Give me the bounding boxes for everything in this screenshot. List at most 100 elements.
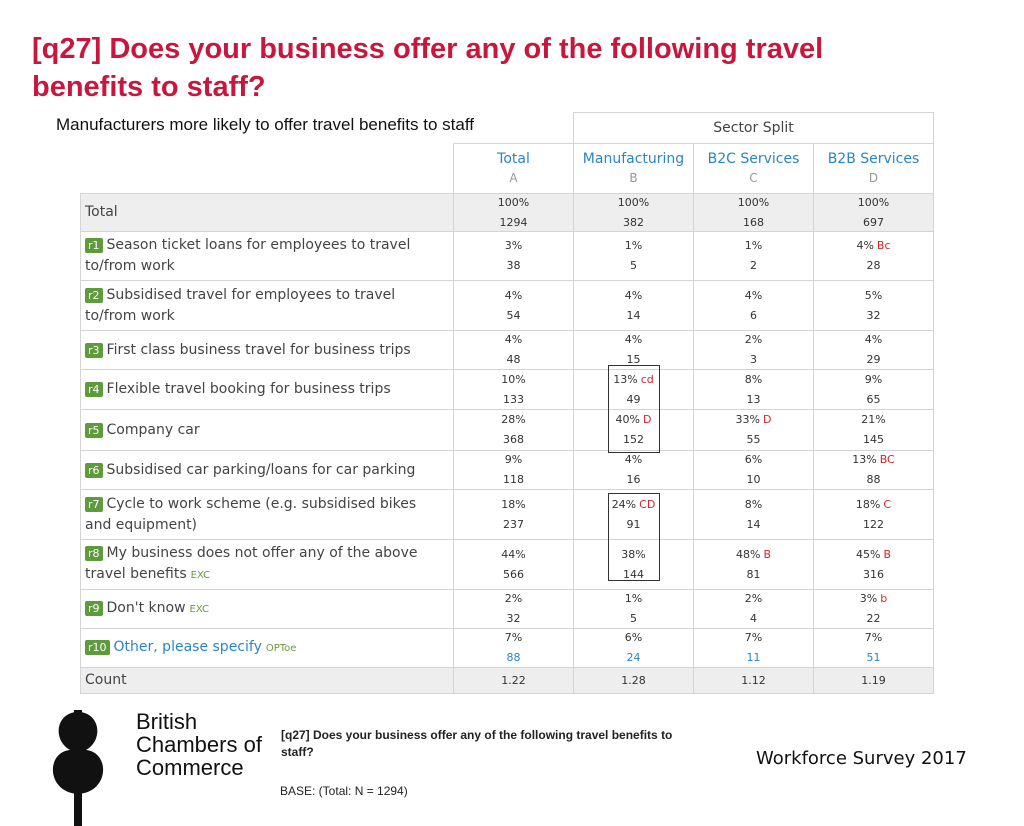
data-cell: 8% 13 (693, 369, 814, 410)
row-code: r4 (85, 382, 103, 397)
pct: 1% (624, 592, 643, 605)
data-cell: 18% C 122 (813, 489, 934, 540)
data-cell: 18% 237 (453, 489, 574, 540)
label: Total (85, 204, 118, 220)
count-cell: 1.22 (453, 667, 574, 694)
row-code: r3 (85, 342, 103, 358)
column-name: B2B Services (827, 150, 920, 167)
pct-line: 6% (745, 450, 762, 470)
data-cell: 100% 382 (573, 193, 694, 232)
column-header: Manufacturing B (573, 143, 694, 194)
pct: 5% (864, 288, 883, 302)
data-cell: 33% D 55 (693, 409, 814, 451)
pct-line: 44% (501, 545, 525, 565)
count: 2 (750, 259, 757, 272)
count: 316 (863, 567, 884, 581)
subtitle: Manufacturers more likely to offer trave… (56, 115, 474, 134)
data-cell: 4% 29 (813, 330, 934, 370)
data-cell: 3% 38 (453, 231, 574, 281)
pct: 4% (624, 333, 643, 346)
count: 38 (506, 259, 521, 272)
pct: 10% (501, 372, 526, 386)
pct: 8% (744, 497, 763, 511)
data-cell: 28% 368 (453, 409, 574, 451)
data-cell: 4% 16 (573, 450, 694, 490)
count: 1294 (499, 215, 528, 229)
count: 91 (626, 517, 641, 531)
column-letter: B (629, 170, 638, 185)
pct-line: 4% (865, 330, 882, 350)
pct: 9% (864, 372, 883, 386)
count: 48 (506, 353, 521, 366)
pct: 4% (624, 288, 643, 302)
label: Count (85, 672, 127, 688)
count-value: 1.12 (741, 673, 766, 687)
count: 145 (863, 433, 884, 446)
title: [q27] Does your business offer any of th… (32, 33, 824, 103)
data-cell: 100% 697 (813, 193, 934, 232)
count: 11 (746, 651, 761, 664)
data-cell: 45% B 316 (813, 539, 934, 590)
label-text: r1 Season ticket loans for employees to t… (85, 235, 445, 277)
pct-line: 38% (621, 545, 645, 565)
pct-line: 3% (505, 236, 522, 256)
pct-line: 8% (745, 370, 762, 390)
sig-letter: B (763, 547, 771, 561)
highlight-box (608, 493, 660, 581)
count-cell: 1.12 (693, 667, 814, 694)
label-text: r5 Company car (85, 420, 200, 441)
data-cell: 1% 2 (693, 231, 814, 281)
count-value: 1.22 (501, 673, 526, 687)
data-cell: 9% 118 (453, 450, 574, 490)
pct: 13% (852, 453, 877, 466)
column-letter: A (509, 170, 518, 185)
pct-line: 2% (505, 589, 522, 609)
pct: 21% (861, 413, 886, 426)
row-code: r1 (85, 238, 103, 253)
pct-line: 5% (865, 286, 882, 306)
pct: 100% (737, 195, 770, 209)
column-name: B2C Services (707, 150, 800, 167)
count: 144 (623, 567, 644, 581)
logo-line: British (136, 709, 198, 734)
row-label: r10 Other, please specify OPToe (80, 628, 454, 668)
count: 15 (626, 353, 641, 366)
pct-line: 100% (618, 193, 649, 213)
data-cell: 13% BC 88 (813, 450, 934, 490)
data-cell: 4% 54 (453, 280, 574, 331)
pct-line: 45% B (856, 545, 891, 565)
row-label: r3 First class business travel for busine… (80, 330, 454, 370)
data-cell: 2% 4 (693, 589, 814, 629)
count: 697 (863, 215, 884, 229)
sig-letter: b (880, 592, 888, 605)
count: 32 (506, 612, 521, 625)
pct: 1% (624, 239, 643, 252)
data-cell: 100% 168 (693, 193, 814, 232)
row-label-text: Subsidised car parking/loans for car par… (106, 461, 416, 478)
pct-line: 48% B (736, 545, 771, 565)
column-name: Total (497, 150, 530, 167)
pct: 28% (501, 413, 526, 426)
count: 152 (623, 433, 644, 446)
data-cell: 6% 10 (693, 450, 814, 490)
pct: 3% (859, 592, 878, 605)
pct: 24% (611, 497, 637, 511)
count-cell: 1.28 (573, 667, 694, 694)
pct: 100% (497, 195, 530, 209)
pct: 7% (864, 631, 883, 644)
row-code: r6 (85, 462, 103, 478)
count: 10 (746, 473, 761, 486)
pct-line: 21% (861, 410, 885, 430)
data-cell: 1% 5 (573, 589, 694, 629)
row-label-text: Subsidised travel for employees to trave… (85, 286, 396, 324)
count: 368 (503, 433, 524, 446)
data-cell: 5% 32 (813, 280, 934, 331)
row-label-text: My business does not offer any of the ab… (85, 545, 418, 582)
label-text: r4 Flexible travel booking for business t… (85, 379, 391, 400)
pct-line: 4% (745, 286, 762, 306)
count: 49 (626, 392, 641, 406)
pct: 4% (744, 288, 763, 302)
count: 13 (746, 392, 761, 406)
row-code: r7 (85, 496, 103, 512)
